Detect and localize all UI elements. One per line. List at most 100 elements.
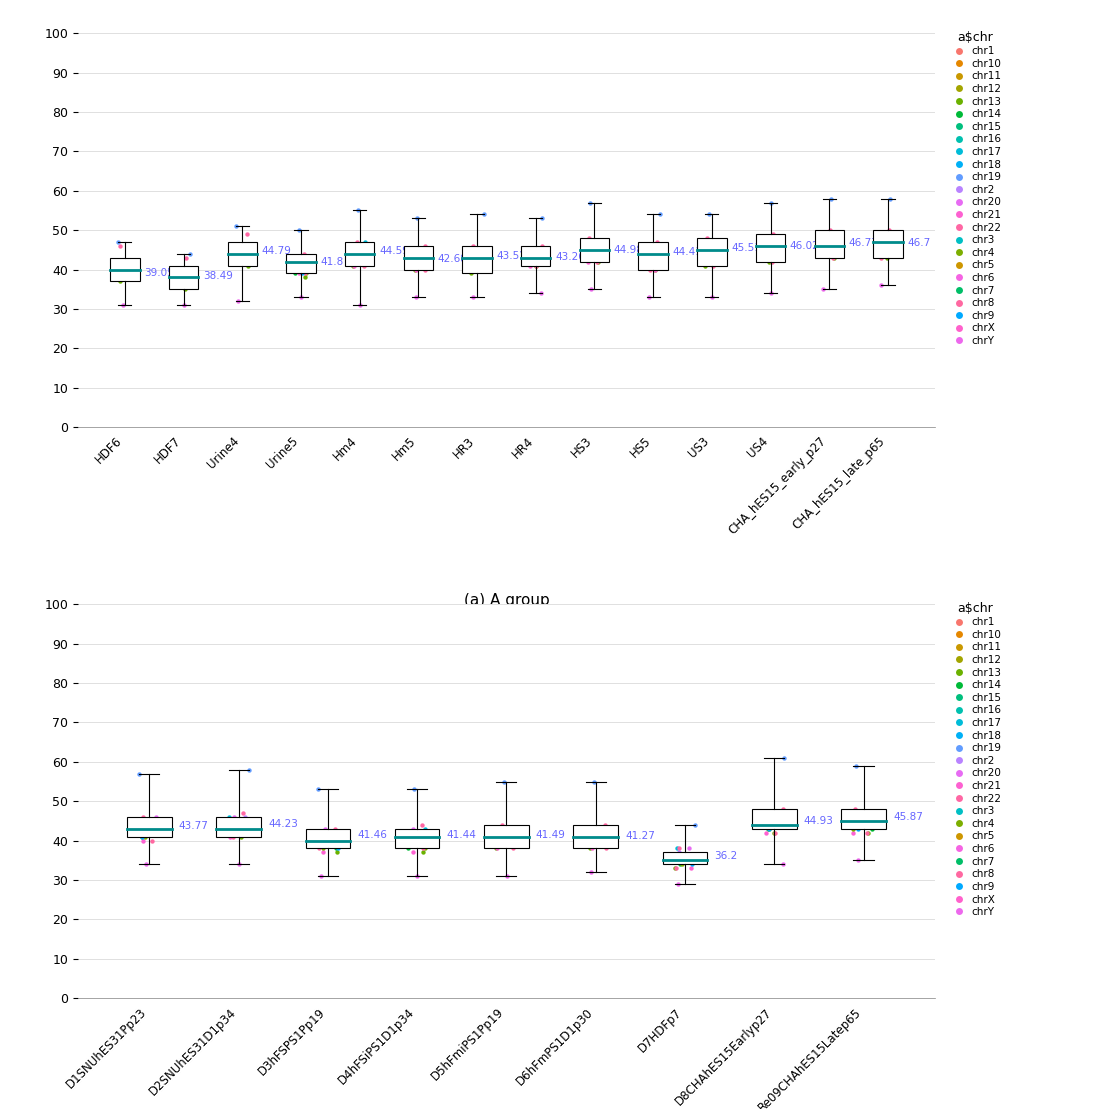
Point	[416, 253, 434, 271]
Point	[177, 248, 195, 266]
Point	[180, 268, 198, 286]
Point	[703, 248, 721, 266]
Point	[473, 257, 491, 275]
Point	[296, 261, 314, 278]
Point	[309, 840, 327, 857]
Point	[642, 248, 660, 266]
Point	[883, 245, 900, 263]
Point	[498, 832, 515, 849]
Point	[469, 245, 486, 263]
Point	[122, 257, 140, 275]
Point	[240, 253, 258, 271]
Point	[414, 840, 432, 857]
Point	[321, 832, 338, 849]
Point	[667, 847, 684, 865]
Point	[762, 253, 780, 271]
Point	[757, 808, 775, 826]
Point	[505, 827, 523, 845]
Point	[593, 827, 611, 845]
Point	[117, 253, 135, 271]
Point	[239, 253, 257, 271]
Point	[175, 296, 193, 314]
Point	[583, 832, 601, 849]
Bar	[395, 828, 440, 848]
Point	[584, 832, 602, 849]
Point	[876, 230, 894, 247]
Point	[762, 284, 780, 302]
Point	[765, 237, 782, 255]
Point	[470, 253, 487, 271]
Point	[173, 273, 190, 291]
Point	[759, 820, 777, 837]
Point	[289, 265, 307, 283]
Point	[174, 268, 191, 286]
Point	[412, 253, 430, 271]
Point	[591, 245, 609, 263]
Point	[121, 265, 139, 283]
Point	[168, 261, 186, 278]
Text: 45.87: 45.87	[893, 813, 923, 823]
Bar	[662, 853, 707, 864]
Point	[768, 237, 786, 255]
Point	[774, 816, 791, 834]
Point	[775, 801, 792, 818]
Bar	[639, 242, 668, 269]
Point	[230, 816, 248, 834]
Point	[234, 804, 252, 822]
Point	[698, 230, 716, 247]
Point	[112, 268, 130, 286]
Point	[710, 253, 728, 271]
Point	[498, 832, 515, 849]
Point	[814, 233, 831, 251]
Bar	[874, 231, 903, 257]
Point	[533, 237, 551, 255]
Point	[766, 241, 784, 258]
Point	[115, 261, 132, 278]
Point	[132, 827, 150, 845]
Point	[581, 840, 599, 857]
Point	[874, 245, 892, 263]
Point	[873, 276, 890, 294]
Point	[316, 832, 334, 849]
Point	[709, 248, 727, 266]
Point	[462, 265, 480, 283]
Point	[234, 824, 252, 842]
Point	[239, 257, 257, 275]
Point	[700, 253, 718, 271]
Point	[648, 248, 666, 266]
Point	[414, 253, 432, 271]
Point	[529, 248, 546, 266]
Point	[313, 832, 331, 849]
Point	[328, 844, 346, 862]
Point	[171, 261, 189, 278]
Point	[583, 840, 601, 857]
Point	[641, 245, 659, 263]
Point	[142, 816, 160, 834]
Point	[532, 248, 550, 266]
Point	[413, 827, 431, 845]
Point	[347, 237, 365, 255]
Point	[314, 844, 332, 862]
Point	[148, 824, 166, 842]
Point	[463, 241, 481, 258]
Text: 44.98: 44.98	[614, 245, 643, 255]
Point	[179, 265, 197, 283]
Point	[232, 827, 249, 845]
Point	[587, 827, 604, 845]
Point	[581, 836, 599, 854]
Point	[411, 832, 429, 849]
Bar	[169, 266, 198, 289]
Point	[349, 248, 367, 266]
Point	[224, 816, 242, 834]
Point	[824, 245, 841, 263]
Point	[679, 852, 697, 869]
Point	[846, 801, 864, 818]
Point	[709, 241, 727, 258]
Point	[703, 288, 721, 306]
Point	[235, 245, 253, 263]
Point	[229, 820, 247, 837]
Point	[523, 253, 541, 271]
Point	[528, 248, 545, 266]
Point	[136, 816, 154, 834]
Point	[857, 804, 875, 822]
